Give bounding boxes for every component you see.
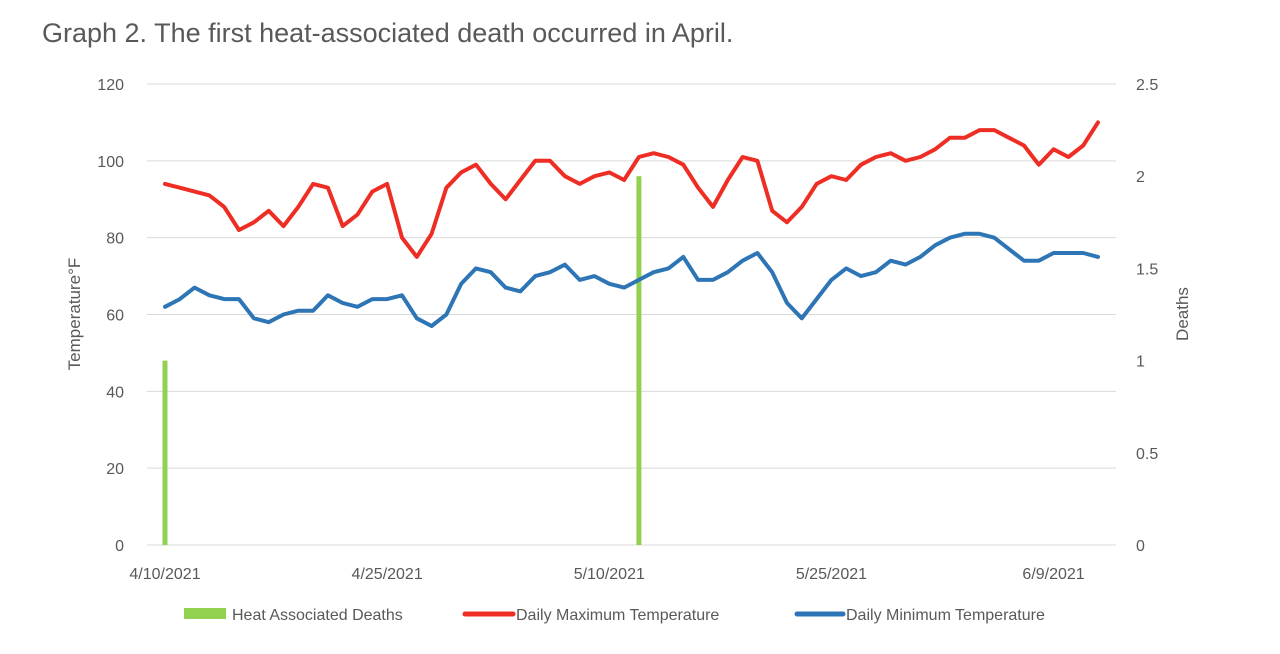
x-tick-label: 5/25/2021 xyxy=(796,566,867,583)
x-tick-label: 4/25/2021 xyxy=(352,566,423,583)
y2-tick-label: 1 xyxy=(1136,354,1145,371)
right-axis-ticks: 0 0.5 1 1.5 2 2.5 xyxy=(1136,77,1158,555)
chart-title: Graph 2. The first heat-associated death… xyxy=(42,18,734,48)
y-tick-label: 60 xyxy=(106,308,124,325)
y2-tick-label: 2.5 xyxy=(1136,77,1158,94)
death-bar xyxy=(636,176,642,545)
y-axis-title: Temperature°F xyxy=(65,258,84,371)
x-tick-label: 4/10/2021 xyxy=(129,566,200,583)
min-temp-line xyxy=(163,231,1100,328)
legend: Heat Associated Deaths Daily Maximum Tem… xyxy=(184,607,1045,624)
y2-tick-label: 0 xyxy=(1136,538,1145,555)
y2-tick-label: 1.5 xyxy=(1136,261,1158,278)
y-tick-label: 80 xyxy=(106,231,124,248)
y2-axis-title: Deaths xyxy=(1173,287,1192,341)
x-tick-label: 6/9/2021 xyxy=(1022,566,1084,583)
y2-tick-label: 0.5 xyxy=(1136,446,1158,463)
legend-label-deaths: Heat Associated Deaths xyxy=(232,607,403,624)
max-temp-line xyxy=(163,120,1100,259)
y-tick-label: 100 xyxy=(97,154,124,171)
legend-label-min-temp: Daily Minimum Temperature xyxy=(846,607,1045,624)
x-tick-label: 5/10/2021 xyxy=(574,566,645,583)
death-bars xyxy=(162,176,642,545)
y2-tick-label: 2 xyxy=(1136,169,1145,186)
y-tick-label: 0 xyxy=(115,538,124,555)
temperature-lines xyxy=(163,120,1100,328)
y-tick-label: 40 xyxy=(106,384,124,401)
legend-swatch-deaths xyxy=(184,608,226,619)
y-tick-label: 120 xyxy=(97,77,124,94)
left-axis-ticks: 0 20 40 60 80 100 120 xyxy=(97,77,124,555)
x-axis-ticks: 4/10/2021 4/25/2021 5/10/2021 5/25/2021 6/9/… xyxy=(129,566,1084,583)
death-bar xyxy=(162,360,168,545)
gridlines xyxy=(147,83,1116,546)
y-tick-label: 20 xyxy=(106,461,124,478)
legend-label-max-temp: Daily Maximum Temperature xyxy=(516,607,719,624)
